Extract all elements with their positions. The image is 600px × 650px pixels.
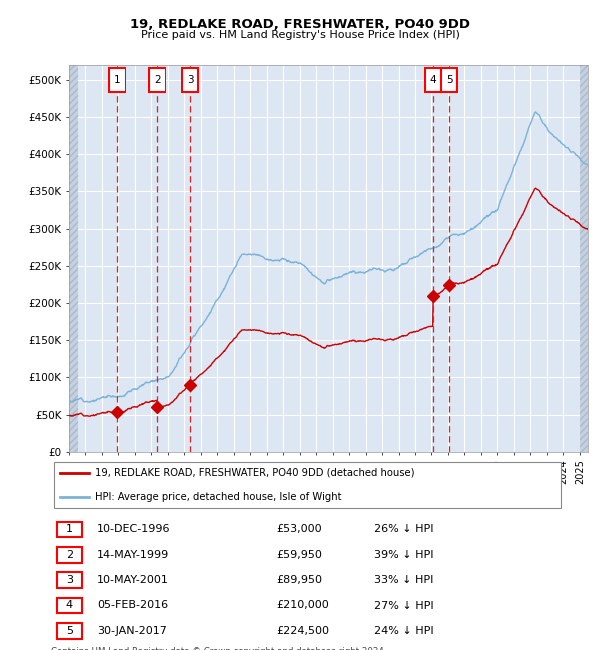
Text: 19, REDLAKE ROAD, FRESHWATER, PO40 9DD: 19, REDLAKE ROAD, FRESHWATER, PO40 9DD [130, 18, 470, 31]
Text: 4: 4 [66, 601, 73, 610]
Text: 30-JAN-2017: 30-JAN-2017 [97, 626, 167, 636]
Text: £59,950: £59,950 [277, 550, 323, 560]
Text: £224,500: £224,500 [277, 626, 330, 636]
Text: 5: 5 [446, 75, 452, 85]
Text: 10-MAY-2001: 10-MAY-2001 [97, 575, 169, 585]
Bar [69, 65, 77, 452]
Text: Contains HM Land Registry data © Crown copyright and database right 2024.: Contains HM Land Registry data © Crown c… [51, 647, 386, 650]
Bar [57, 547, 82, 563]
Text: 10-DEC-1996: 10-DEC-1996 [97, 525, 170, 534]
Text: Price paid vs. HM Land Registry's House Price Index (HPI): Price paid vs. HM Land Registry's House … [140, 30, 460, 40]
Text: 27% ↓ HPI: 27% ↓ HPI [374, 601, 434, 610]
Text: £89,950: £89,950 [277, 575, 323, 585]
Text: 24% ↓ HPI: 24% ↓ HPI [374, 626, 434, 636]
Text: £53,000: £53,000 [277, 525, 322, 534]
Bar [57, 623, 82, 639]
Text: 2: 2 [154, 75, 161, 85]
Bar [57, 597, 82, 614]
Text: 33% ↓ HPI: 33% ↓ HPI [374, 575, 434, 585]
Bar [57, 521, 82, 538]
Text: 4: 4 [430, 75, 436, 85]
Text: 1: 1 [114, 75, 121, 85]
Text: 2: 2 [66, 550, 73, 560]
Text: 3: 3 [66, 575, 73, 585]
Bar [57, 572, 82, 588]
Text: 1: 1 [66, 525, 73, 534]
Text: 3: 3 [187, 75, 194, 85]
Text: 5: 5 [66, 626, 73, 636]
Text: 05-FEB-2016: 05-FEB-2016 [97, 601, 168, 610]
FancyBboxPatch shape [53, 462, 562, 508]
Text: £210,000: £210,000 [277, 601, 329, 610]
Text: 19, REDLAKE ROAD, FRESHWATER, PO40 9DD (detached house): 19, REDLAKE ROAD, FRESHWATER, PO40 9DD (… [95, 468, 414, 478]
Text: 39% ↓ HPI: 39% ↓ HPI [374, 550, 434, 560]
Bar [580, 65, 588, 452]
Text: HPI: Average price, detached house, Isle of Wight: HPI: Average price, detached house, Isle… [95, 492, 341, 502]
Text: 14-MAY-1999: 14-MAY-1999 [97, 550, 169, 560]
Text: 26% ↓ HPI: 26% ↓ HPI [374, 525, 434, 534]
